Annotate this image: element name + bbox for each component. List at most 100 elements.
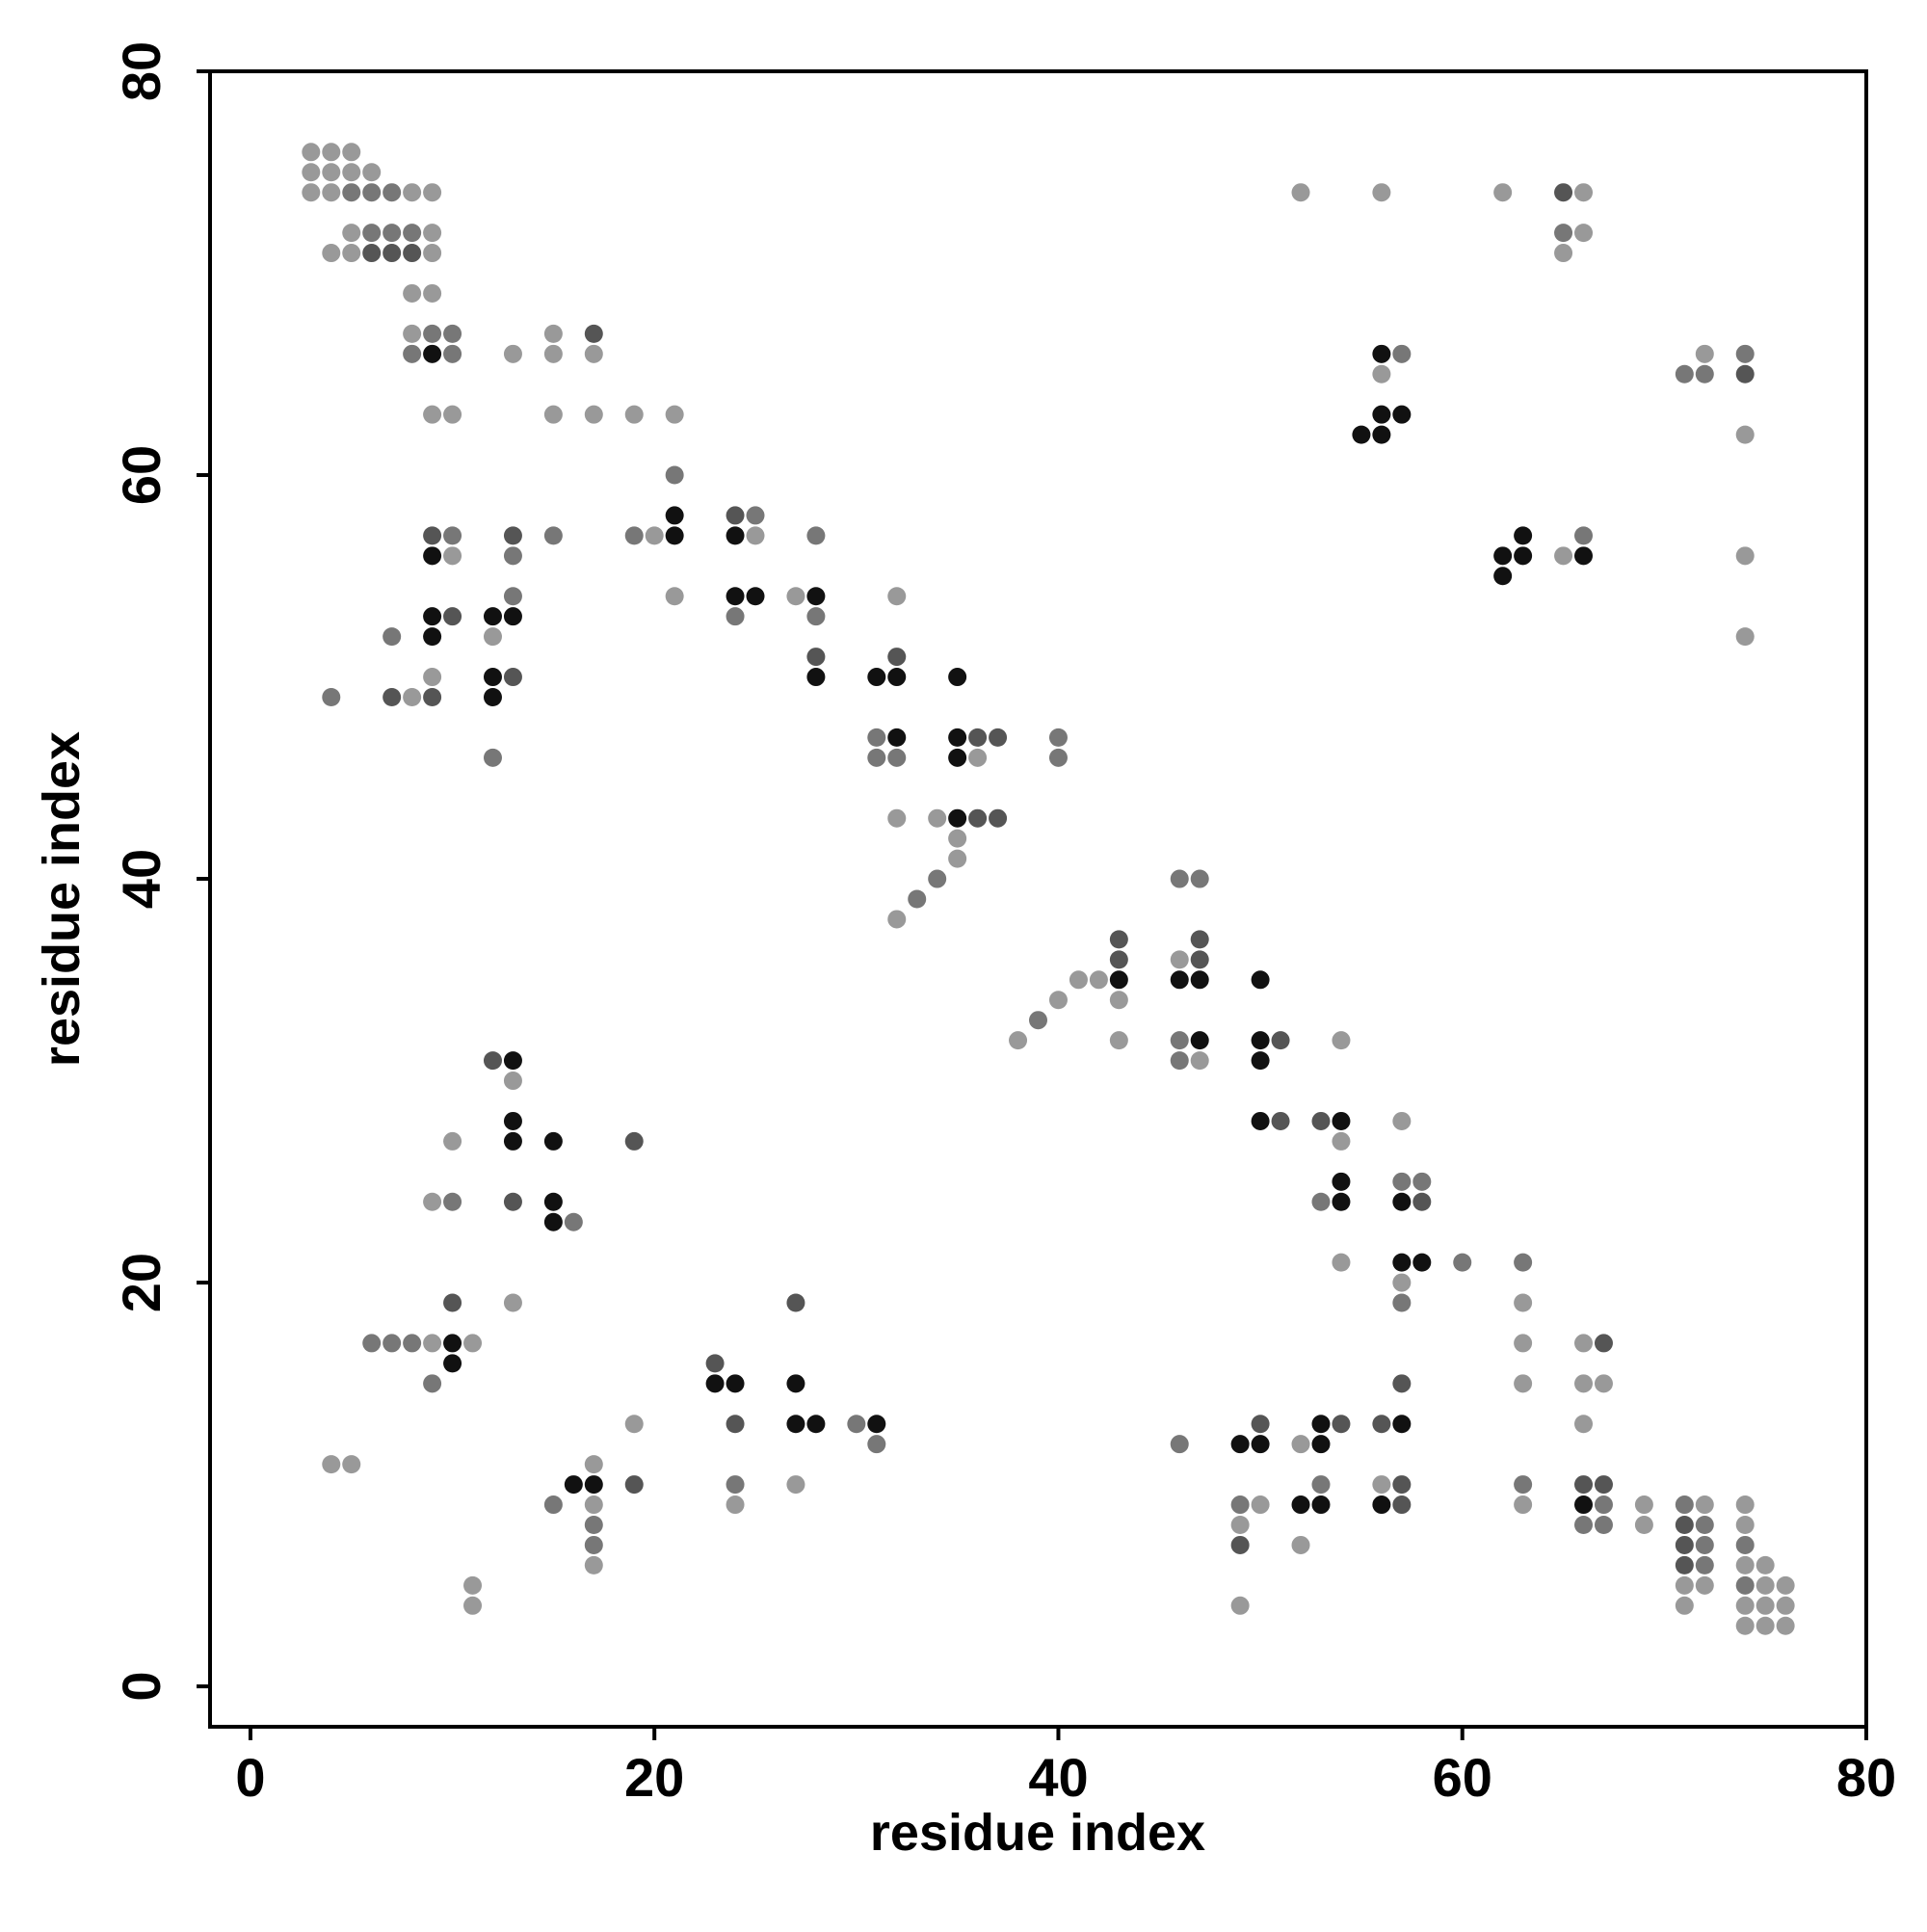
contact-point [383,627,402,647]
contact-point [968,728,988,747]
contact-point [705,1374,725,1393]
contact-point [887,748,907,767]
x-tick-label: 60 [1433,1747,1492,1808]
contact-point [483,607,502,626]
contact-point [1675,1535,1694,1554]
contact-point [1695,1575,1714,1595]
contact-point [423,224,442,243]
contact-point [624,405,644,424]
contact-point [1695,1535,1714,1554]
contact-point [423,1374,442,1393]
contact-point [1392,344,1412,363]
contact-point [726,1495,745,1515]
contact-point [624,1475,644,1495]
contact-point [383,183,402,202]
contact-point [1675,1596,1694,1615]
contact-point [1675,1555,1694,1575]
contact-point [1574,526,1594,545]
contact-point [543,1192,563,1211]
contact-point [1271,1111,1290,1130]
contact-point [443,546,462,566]
contact-point [1776,1616,1795,1635]
contact-point [342,183,361,202]
contact-point [624,1415,644,1434]
contact-point [1190,950,1209,969]
contact-point [1332,1253,1351,1272]
contact-point [1735,546,1755,566]
contact-point [1170,1031,1189,1050]
contact-point [1251,1051,1270,1071]
contact-point [403,283,422,303]
contact-point [1311,1495,1331,1515]
contact-point [1554,224,1573,243]
contact-point [503,1051,522,1071]
contact-point [887,910,907,929]
contact-point [1776,1575,1795,1595]
contact-point [1594,1334,1613,1353]
contact-point [624,526,644,545]
contact-point [1675,1515,1694,1534]
contact-point [1392,1374,1412,1393]
contact-point [948,829,967,848]
contact-point [483,627,502,647]
contact-point [1392,1111,1412,1130]
contact-point [989,808,1008,828]
contact-point [403,324,422,343]
contact-point [1453,1253,1472,1272]
contact-point [1514,1253,1533,1272]
contact-point [726,506,745,525]
contact-point [786,1293,805,1312]
contact-point [543,1495,563,1515]
contact-point [423,526,442,545]
contact-point [1574,1475,1594,1495]
x-tick-label: 20 [624,1747,684,1808]
contact-point [1291,1495,1310,1515]
contact-point [1594,1374,1613,1393]
contact-point [564,1212,583,1231]
contact-point [1230,1515,1250,1534]
contact-point [726,607,745,626]
contact-point [584,1535,603,1554]
contact-point [1332,1415,1351,1434]
contact-point [584,1455,603,1474]
contact-point [1372,425,1391,444]
contact-point [1170,1051,1189,1071]
contact-point [1048,991,1068,1010]
contact-point [1109,991,1128,1010]
contact-point [1170,950,1189,969]
contact-point [887,808,907,828]
x-tick-label: 80 [1836,1747,1896,1808]
y-tick-label: 60 [111,445,172,505]
contact-point [948,849,967,868]
contact-point [1311,1111,1331,1130]
contact-point [806,587,826,606]
plot-frame [208,69,1868,1729]
contact-point [1372,1415,1391,1434]
contact-point [423,405,442,424]
contact-point [806,668,826,687]
contact-point [1735,344,1755,363]
contact-point [1695,364,1714,384]
x-axis-label: residue index [870,1804,1205,1862]
contact-point [1230,1535,1250,1554]
contact-point [423,627,442,647]
contact-point [1291,183,1310,202]
contact-point [403,183,422,202]
contact-point [806,1415,826,1434]
contact-point [887,648,907,667]
contact-point [1675,1495,1694,1515]
contact-point [1493,546,1513,566]
contact-point [1574,183,1594,202]
contact-point [302,183,321,202]
contact-point [1372,1495,1391,1515]
contact-point [383,244,402,263]
contact-point [322,143,341,162]
y-tick-label: 20 [111,1253,172,1312]
contact-point [443,1192,462,1211]
contact-point [1251,1111,1270,1130]
contact-point [423,546,442,566]
contact-point [1735,627,1755,647]
contact-point [403,224,422,243]
